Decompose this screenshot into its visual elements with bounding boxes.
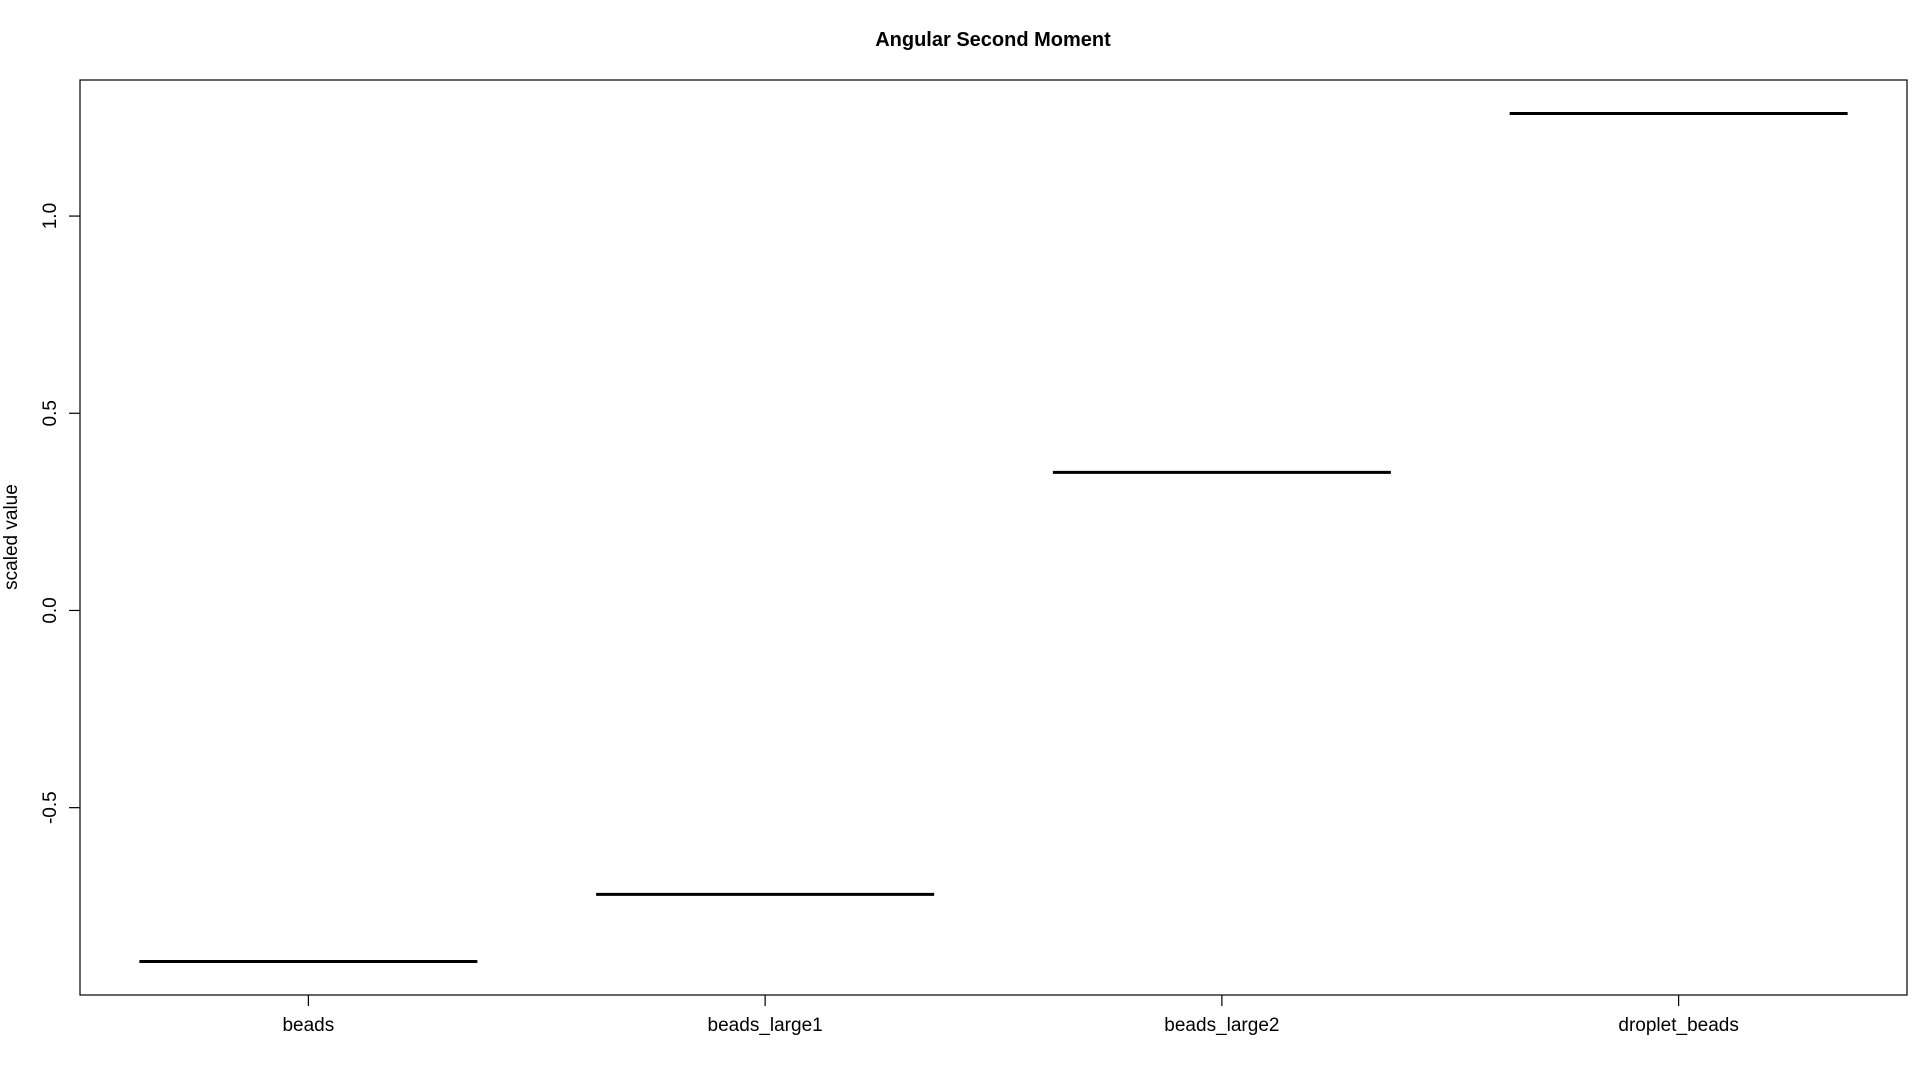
plot-area <box>79 79 1908 996</box>
y-tick-label: -0.5 <box>40 791 61 824</box>
y-tick-label: 0.0 <box>40 597 61 623</box>
x-tick-label: beads_large1 <box>708 1015 823 1036</box>
y-tick-label: 1.0 <box>40 203 61 229</box>
chart-title: Angular Second Moment <box>875 29 1111 51</box>
x-tick-label: droplet_beads <box>1618 1015 1738 1036</box>
chart-marks <box>139 112 1848 963</box>
y-axis: -0.5 0.0 0.5 1.0 <box>40 203 80 824</box>
x-tick-label: beads_large2 <box>1164 1015 1279 1036</box>
y-axis-label: scaled value <box>1 484 22 590</box>
x-tick-label: beads <box>282 1015 334 1036</box>
x-axis: beads beads_large1 beads_large2 droplet_bea… <box>282 995 1739 1036</box>
y-tick-label: 0.5 <box>40 400 61 426</box>
